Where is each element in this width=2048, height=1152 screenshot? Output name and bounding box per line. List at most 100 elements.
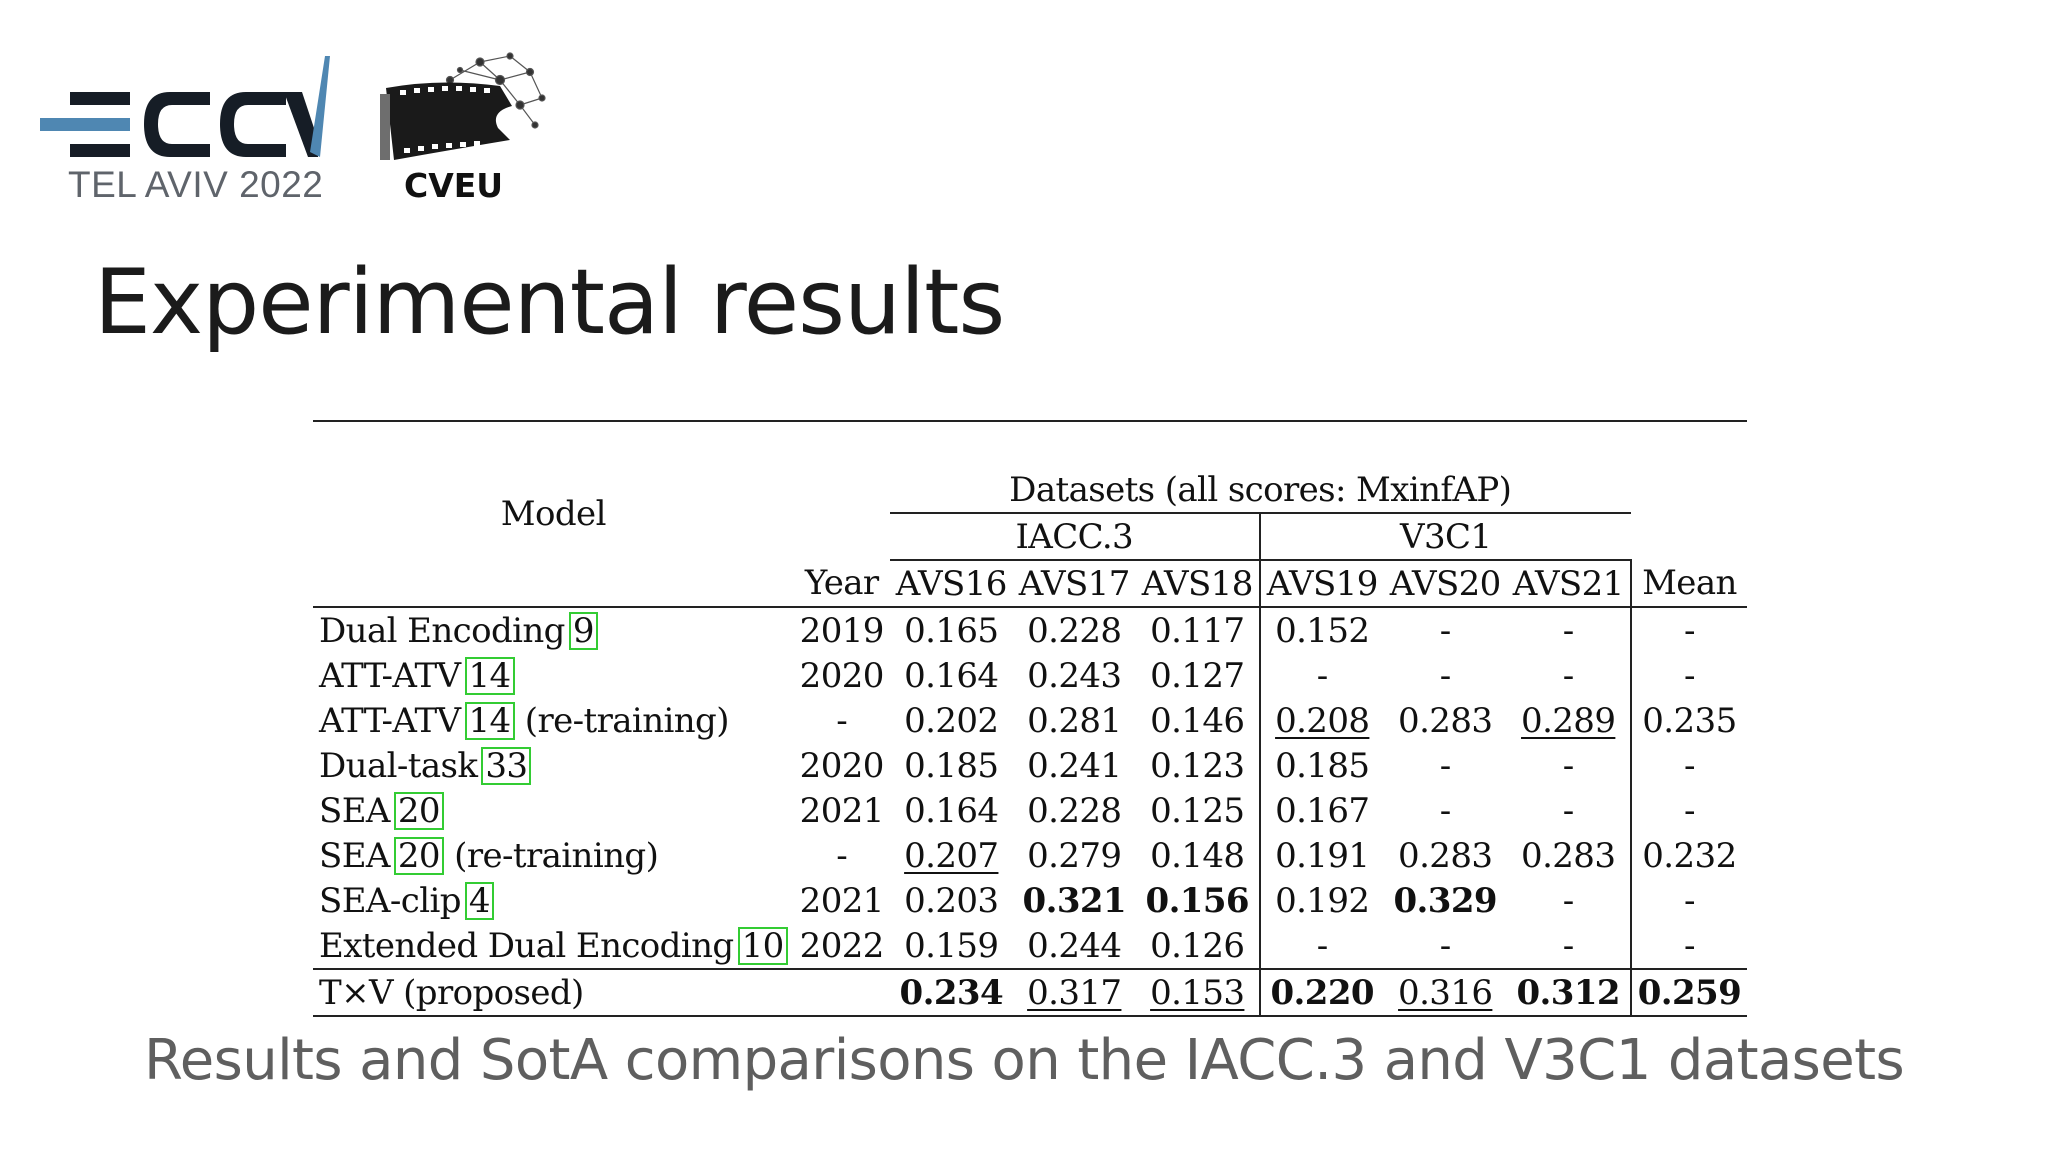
table-cell: - — [1562, 745, 1574, 786]
column-header-mean: Mean — [1629, 560, 1748, 608]
table-cell: 0.185 — [904, 745, 999, 786]
header-row-datasets: Model Datasets (all scores: MxinfAP) — [313, 467, 1747, 531]
slide-title: Experimental results — [94, 250, 1005, 355]
citation-link[interactable]: 20 — [393, 791, 444, 830]
column-header-avs18: AVS18 — [1135, 560, 1260, 608]
header-row-groups: IACC.3 V3C1 — [313, 513, 1747, 561]
table-cell: - — [1439, 925, 1451, 966]
citation-link[interactable]: 20 — [393, 836, 444, 875]
table-cell: 0.317 — [1012, 968, 1136, 1017]
model-suffix: (re-training) — [443, 835, 659, 876]
model-name: ATT-ATV — [319, 655, 461, 696]
cveu-logo-mark — [380, 52, 546, 160]
eccv-logo-subtitle: TEL AVIV 2022 — [68, 164, 324, 205]
table-cell: 0.164 — [904, 790, 999, 831]
column-header-avs16: AVS16 — [889, 560, 1013, 608]
table-cell: - — [1258, 923, 1384, 969]
table-cell: - — [1258, 653, 1384, 698]
model-name: SEA — [319, 790, 390, 831]
table-cell: - — [1629, 788, 1748, 833]
model-name-cell: ATT-ATV 14 — [313, 653, 794, 698]
model-suffix: (re-training) — [514, 700, 730, 741]
table-cell: 2022 — [799, 925, 885, 966]
model-name-cell: Dual-task 33 — [313, 743, 794, 788]
table-cell: - — [836, 835, 848, 876]
table-cell: 2019 — [799, 610, 885, 651]
table-cell: 0.192 — [1258, 878, 1384, 923]
table-cell: 0.191 — [1258, 833, 1384, 878]
table-cell: 2021 — [799, 880, 885, 921]
table-row: SEA 20 (re-training) - 0.207 0.279 0.148 0.191… — [313, 833, 1748, 878]
table-cell: - — [1562, 925, 1574, 966]
table-cell: 0.202 — [904, 700, 999, 741]
table-cell: 0.316 — [1383, 968, 1507, 1017]
table-cell: 0.146 — [1150, 700, 1245, 741]
model-name: SEA — [319, 835, 390, 876]
citation-link[interactable]: 14 — [464, 656, 515, 695]
table-cell: 0.148 — [1150, 835, 1245, 876]
table-cell: 0.228 — [1027, 610, 1122, 651]
table-cell: 0.207 — [904, 835, 999, 876]
table-cell: - — [1629, 743, 1748, 788]
table-cell: - — [1439, 610, 1451, 651]
results-table-container: Model Datasets (all scores: MxinfAP) IAC… — [313, 420, 1748, 1017]
citation-link[interactable]: 4 — [464, 881, 494, 920]
table-row: Dual-task 33 2020 0.185 0.241 0.123 0.185- - - — [313, 743, 1748, 788]
table-cell: 0.279 — [1027, 835, 1122, 876]
model-name: Dual Encoding — [319, 610, 565, 651]
group-header-v3c1: V3C1 — [1258, 513, 1631, 561]
table-cell: 0.164 — [904, 655, 999, 696]
table-cell: - — [1629, 653, 1748, 698]
table-cell: 0.125 — [1150, 790, 1245, 831]
model-name: Extended Dual Encoding — [319, 925, 734, 966]
table-cell: 0.312 — [1506, 968, 1631, 1017]
header-row-columns: Year AVS16 AVS17 AVS18 AVS19 AVS20 AVS21 Mean — [313, 560, 1748, 608]
table-cell: 0.259 — [1629, 968, 1748, 1017]
model-name-cell: Dual Encoding 9 — [313, 607, 794, 653]
column-header-avs17: AVS17 — [1012, 560, 1136, 608]
table-cell — [793, 968, 890, 1017]
table-row: SEA 20 2021 0.164 0.228 0.125 0.167- - - — [313, 788, 1748, 833]
results-table: Model Datasets (all scores: MxinfAP) IAC… — [313, 420, 1748, 1017]
table-cell: 2020 — [799, 745, 885, 786]
table-cell: - — [1439, 655, 1451, 696]
table-cell: - — [1629, 607, 1748, 653]
citation-link[interactable]: 10 — [737, 926, 788, 965]
model-name-cell: SEA 20 — [313, 788, 794, 833]
table-cell: - — [1562, 655, 1574, 696]
model-column-header: Model — [500, 493, 607, 534]
table-cell: 0.185 — [1258, 743, 1384, 788]
model-name: SEA-clip — [319, 880, 462, 921]
group-header-iacc3: IACC.3 — [889, 513, 1260, 561]
column-header-avs20: AVS20 — [1383, 560, 1507, 608]
citation-link[interactable]: 33 — [481, 746, 532, 785]
table-cell: - — [1629, 923, 1748, 969]
table-cell: - — [1562, 610, 1574, 651]
eccv-logo: TEL AVIV 2022 — [40, 52, 330, 212]
column-header-year: Year — [793, 560, 890, 608]
table-cell: 0.220 — [1258, 968, 1384, 1017]
table-cell: - — [1439, 790, 1451, 831]
table-row-proposed: T×V (proposed) 0.234 0.317 0.153 0.220 0.316 0… — [313, 968, 1748, 1017]
citation-link[interactable]: 9 — [568, 611, 598, 650]
table-cell: 0.123 — [1150, 745, 1245, 786]
table-cell: 0.244 — [1027, 925, 1122, 966]
table-cell: 0.117 — [1150, 610, 1245, 651]
table-cell: 0.283 — [1398, 835, 1493, 876]
table-cell: 0.281 — [1027, 700, 1122, 741]
model-name-cell: SEA-clip 4 — [313, 878, 794, 923]
table-cell: 2020 — [799, 655, 885, 696]
table-cell: 0.289 — [1521, 700, 1616, 741]
table-cell: 0.127 — [1150, 655, 1245, 696]
table-cell: - — [1562, 790, 1574, 831]
table-cell: - — [1439, 745, 1451, 786]
table-top-rule — [313, 420, 1748, 467]
model-name: Dual-task — [319, 745, 478, 786]
citation-link[interactable]: 14 — [464, 701, 515, 740]
table-cell: 0.152 — [1258, 607, 1384, 653]
table-cell: 0.232 — [1629, 833, 1748, 878]
model-name-cell: SEA 20 (re-training) — [313, 833, 794, 878]
table-cell: 0.208 — [1258, 698, 1384, 743]
table-cell: 0.153 — [1135, 968, 1260, 1017]
table-cell: 0.234 — [889, 968, 1013, 1017]
